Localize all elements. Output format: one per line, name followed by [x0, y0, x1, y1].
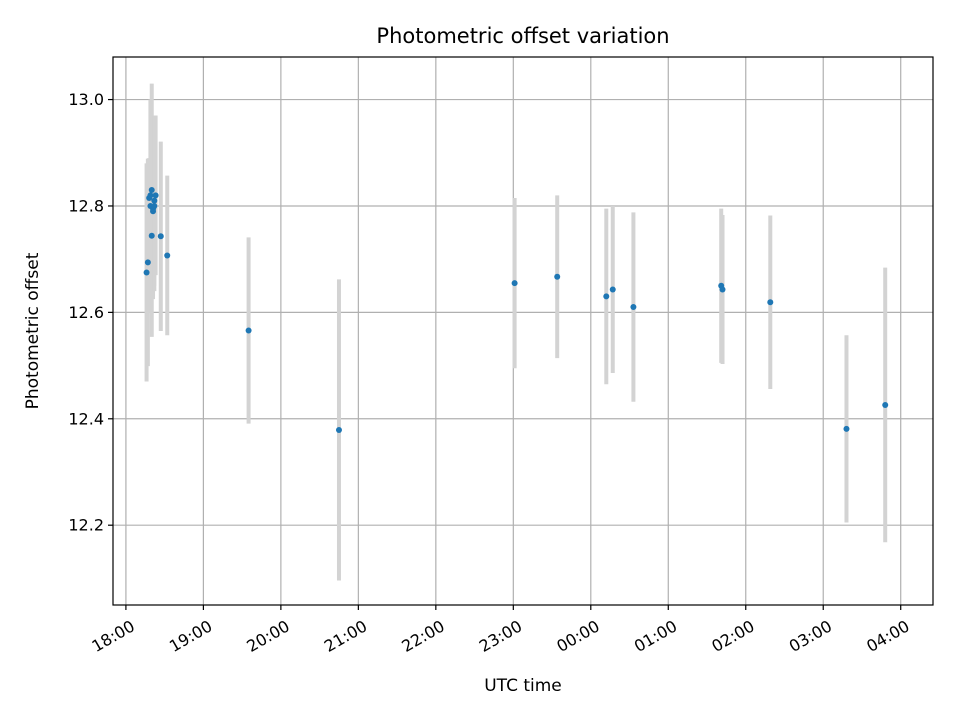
data-point — [843, 425, 850, 432]
data-point — [335, 426, 342, 433]
y-tick-label: 13.0 — [68, 90, 104, 109]
data-point — [147, 192, 154, 199]
data-point — [143, 269, 150, 276]
data-point — [719, 286, 726, 293]
data-points — [143, 187, 889, 433]
data-point — [882, 401, 889, 408]
y-tick-label: 12.8 — [68, 196, 104, 215]
y-tick-label: 12.4 — [68, 409, 104, 428]
data-point — [151, 202, 158, 209]
chart-title: Photometric offset variation — [376, 24, 669, 48]
x-axis-label: UTC time — [484, 676, 562, 696]
data-point — [609, 286, 616, 293]
data-point — [164, 252, 171, 259]
data-point — [151, 197, 158, 204]
y-axis-ticks: 12.2 12.4 12.6 12.8 13.0 — [68, 90, 113, 535]
y-axis-label: Photometric offset — [23, 252, 43, 409]
data-point — [767, 299, 774, 306]
y-tick-label: 12.6 — [68, 303, 104, 322]
data-point — [148, 187, 155, 194]
data-point — [245, 327, 252, 334]
data-point — [157, 233, 164, 240]
data-point — [148, 232, 155, 239]
data-point — [554, 273, 561, 280]
plot-frame — [112, 56, 934, 606]
data-point — [511, 280, 518, 287]
y-tick-label: 12.2 — [68, 516, 104, 535]
data-point — [144, 259, 151, 266]
data-point — [603, 293, 610, 300]
data-point — [152, 192, 159, 199]
data-point — [630, 304, 637, 311]
